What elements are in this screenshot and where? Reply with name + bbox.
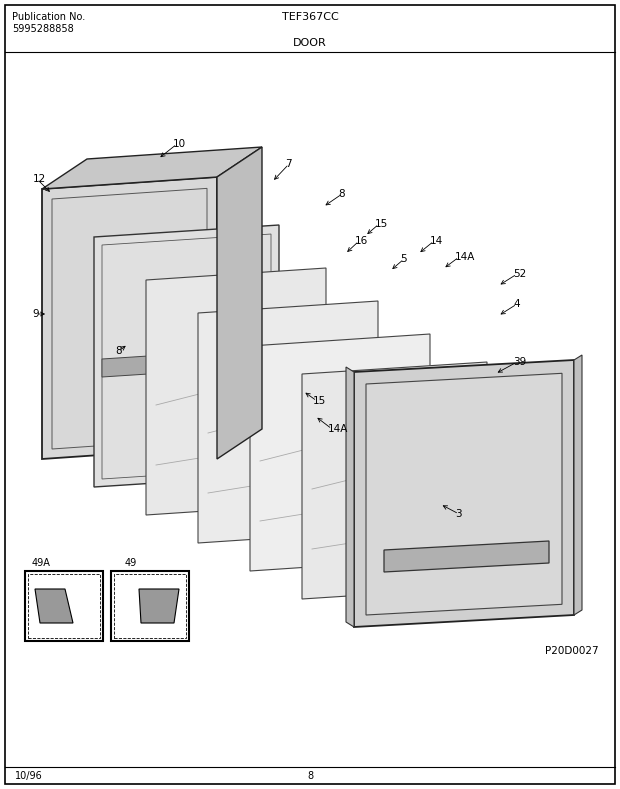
Polygon shape <box>198 301 378 543</box>
Polygon shape <box>574 355 582 615</box>
Polygon shape <box>139 589 179 623</box>
Polygon shape <box>217 147 262 459</box>
Bar <box>28 574 100 638</box>
Bar <box>25 571 103 641</box>
Text: 8: 8 <box>338 189 345 199</box>
Polygon shape <box>302 362 487 599</box>
Text: 49: 49 <box>125 558 137 568</box>
Text: 8: 8 <box>307 771 313 781</box>
Bar <box>111 571 189 641</box>
Text: 14A: 14A <box>455 252 476 262</box>
Polygon shape <box>354 360 574 627</box>
Text: 10/96: 10/96 <box>15 771 43 781</box>
Text: 10: 10 <box>173 139 186 149</box>
Text: 12: 12 <box>33 174 46 184</box>
Polygon shape <box>146 268 326 515</box>
Text: 5: 5 <box>400 254 407 264</box>
Text: eReplacementParts.com: eReplacementParts.com <box>227 404 363 414</box>
Polygon shape <box>366 373 562 615</box>
Text: 4: 4 <box>513 299 520 309</box>
Text: 7: 7 <box>285 159 291 169</box>
Polygon shape <box>42 147 262 189</box>
Polygon shape <box>384 541 549 572</box>
Text: 52: 52 <box>513 269 526 279</box>
Text: 15: 15 <box>313 396 326 406</box>
Polygon shape <box>250 334 430 571</box>
Text: 5995288858: 5995288858 <box>12 24 74 34</box>
Text: 3: 3 <box>455 509 462 519</box>
Polygon shape <box>42 177 217 459</box>
Text: 9: 9 <box>32 309 38 319</box>
Bar <box>114 574 186 638</box>
Text: 16: 16 <box>355 236 368 246</box>
Text: 14A: 14A <box>328 424 348 434</box>
Text: 8: 8 <box>115 346 122 356</box>
Text: Publication No.: Publication No. <box>12 12 86 22</box>
Text: 15: 15 <box>375 219 388 229</box>
Text: 14: 14 <box>430 236 443 246</box>
Polygon shape <box>94 225 279 487</box>
Text: 49A: 49A <box>32 558 50 568</box>
Text: P20D0027: P20D0027 <box>545 646 599 656</box>
Text: 39: 39 <box>513 357 526 367</box>
Polygon shape <box>35 589 73 623</box>
Text: TEF367CC: TEF367CC <box>281 12 339 22</box>
Polygon shape <box>346 367 354 627</box>
Polygon shape <box>102 348 271 377</box>
Text: DOOR: DOOR <box>293 38 327 48</box>
